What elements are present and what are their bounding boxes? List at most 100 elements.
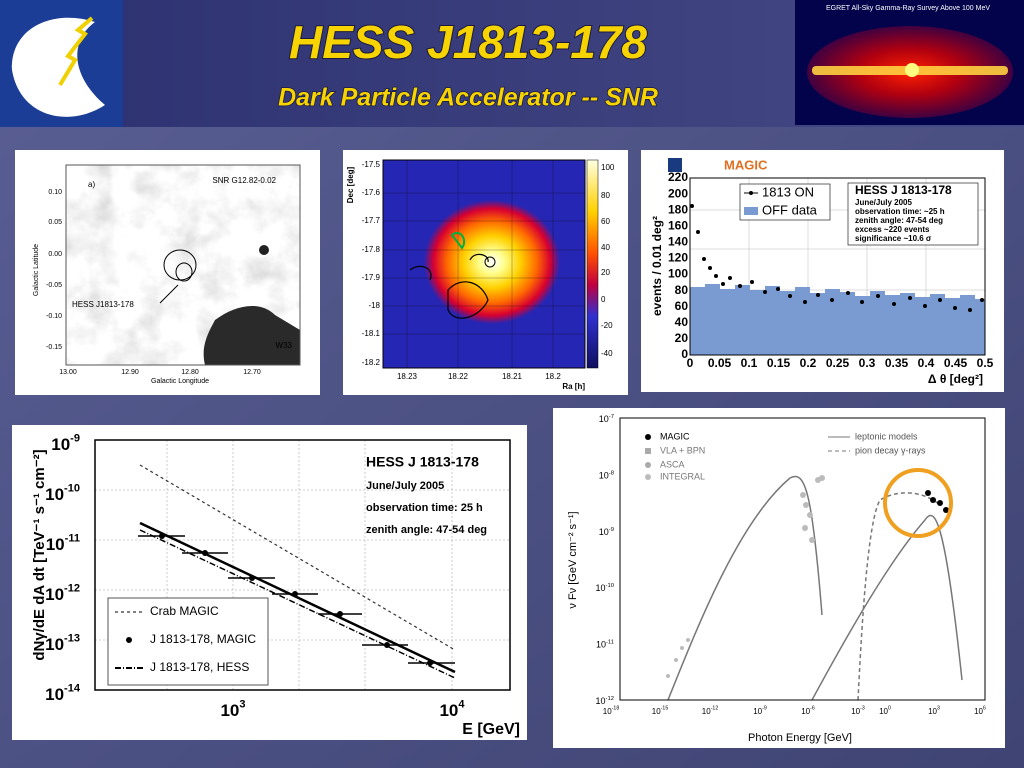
decoration: [666, 475, 825, 678]
tick-base: 10: [603, 707, 612, 716]
decoration: [139, 464, 456, 651]
decoration: [860, 300, 864, 304]
decoration: [424, 200, 560, 324]
decoration: [645, 434, 651, 480]
decoration: [708, 266, 712, 270]
axis-label: events / 0.01 deg²: [650, 216, 664, 316]
axis-label: E [GeV]: [462, 721, 520, 738]
tick-label: 10-18: [603, 706, 620, 716]
decoration: [645, 434, 651, 440]
tick-label: 10-12: [596, 695, 614, 706]
tick-exponent: -10: [606, 583, 615, 589]
tick-base: 10: [753, 707, 762, 716]
annotation: HESS J1813-178: [72, 300, 134, 309]
tick-exponent: -15: [661, 706, 669, 712]
tick-base: 10: [51, 435, 70, 454]
tick-base: 10: [596, 696, 606, 706]
tick-label: -17.8: [362, 245, 381, 254]
tick-base: 10: [974, 707, 983, 716]
logo-text: MAGIC: [724, 157, 768, 172]
tick-label: 103: [928, 706, 940, 716]
tick-label: 10-12: [45, 582, 80, 604]
decoration: [689, 177, 986, 356]
tick-exponent: -9: [70, 432, 80, 444]
tick-base: 10: [652, 707, 661, 716]
tick-base: 10: [928, 707, 937, 716]
decoration: [905, 63, 919, 77]
axis-label: Δ θ [deg²]: [928, 372, 983, 386]
decoration: [819, 475, 825, 481]
tick-label: -0.05: [46, 282, 62, 289]
decoration: [484, 256, 496, 268]
axis-label: Ra [h]: [562, 382, 585, 391]
info-line: observation time: 25 h: [366, 502, 483, 514]
tick-label: 12.80: [181, 369, 199, 376]
tick-label: 12.90: [121, 369, 139, 376]
tick-label: 12.70: [243, 369, 261, 376]
decoration: [674, 658, 678, 662]
tick-exponent: -12: [606, 695, 614, 701]
info-line: June/July 2005: [855, 198, 912, 207]
tick-label: 10-10: [596, 583, 615, 594]
decoration: [292, 591, 298, 597]
decoration: [937, 500, 943, 506]
info-line: June/July 2005: [366, 480, 444, 492]
tick-label: 10-11: [596, 639, 614, 650]
tick-label: 0.1: [741, 356, 758, 370]
tick-exponent: 3: [937, 706, 940, 712]
tick-label: 10-9: [599, 526, 614, 537]
tick-label: 0.5: [977, 356, 994, 370]
tick-base: 10: [220, 701, 239, 720]
decoration: [728, 276, 732, 280]
tick-exponent: -11: [65, 532, 80, 544]
tick-exponent: -14: [64, 682, 81, 694]
legend-entry: OFF data: [762, 202, 818, 217]
decoration: [953, 306, 957, 310]
label: a): [88, 180, 95, 189]
legend-entry: 1813 ON: [762, 184, 814, 199]
tick-exponent: -6: [810, 706, 815, 712]
inset-caption: EGRET All-Sky Gamma-Ray Survey Above 100…: [826, 5, 990, 12]
decoration: [857, 492, 941, 701]
decoration: [892, 302, 896, 306]
tick-label: 10-8: [599, 470, 614, 481]
decoration: [876, 294, 880, 298]
tick-label: 18.2: [545, 372, 561, 381]
tick-label: 10-9: [753, 706, 767, 716]
info-line: zenith angle: 47-54 deg: [366, 524, 487, 536]
decoration: [968, 308, 972, 312]
tick-base: 10: [45, 585, 64, 604]
decoration: [721, 282, 725, 286]
tick-label: 180: [668, 202, 688, 216]
axis-label: Photon Energy [GeV]: [748, 732, 852, 744]
decoration: [686, 638, 690, 642]
tick-label: -17.6: [362, 188, 381, 197]
tick-label: 120: [668, 251, 688, 265]
label: SNR G12.82-0.02: [212, 176, 276, 185]
decoration: [803, 502, 809, 508]
decoration: [908, 296, 912, 300]
axis-label: ν Fν [GeV cm⁻² s⁻¹]: [567, 511, 579, 608]
decoration: [883, 468, 953, 538]
tick-exponent: 6: [983, 706, 986, 712]
tick-label: 0.05: [708, 356, 732, 370]
tick-label: 0.2: [800, 356, 817, 370]
decoration: [776, 287, 780, 291]
annotation: W33: [276, 341, 293, 350]
info-line: significance ~10.6 σ: [855, 234, 932, 243]
tick-label: 100: [668, 267, 688, 281]
decoration: [802, 525, 808, 531]
decoration: [925, 490, 931, 496]
tick-label: 10-9: [51, 432, 80, 454]
tick-label: 18.23: [397, 372, 418, 381]
tick-label: 160: [668, 218, 688, 232]
tick-label: 0.15: [767, 356, 791, 370]
colorbar-tick: 100: [601, 163, 615, 172]
axis-label: Galactic Longitude: [151, 378, 209, 385]
tick-label: 100: [879, 706, 891, 716]
decoration: [95, 440, 510, 690]
tick-base: 10: [45, 635, 64, 654]
legend-entry: INTEGRAL: [660, 471, 705, 481]
